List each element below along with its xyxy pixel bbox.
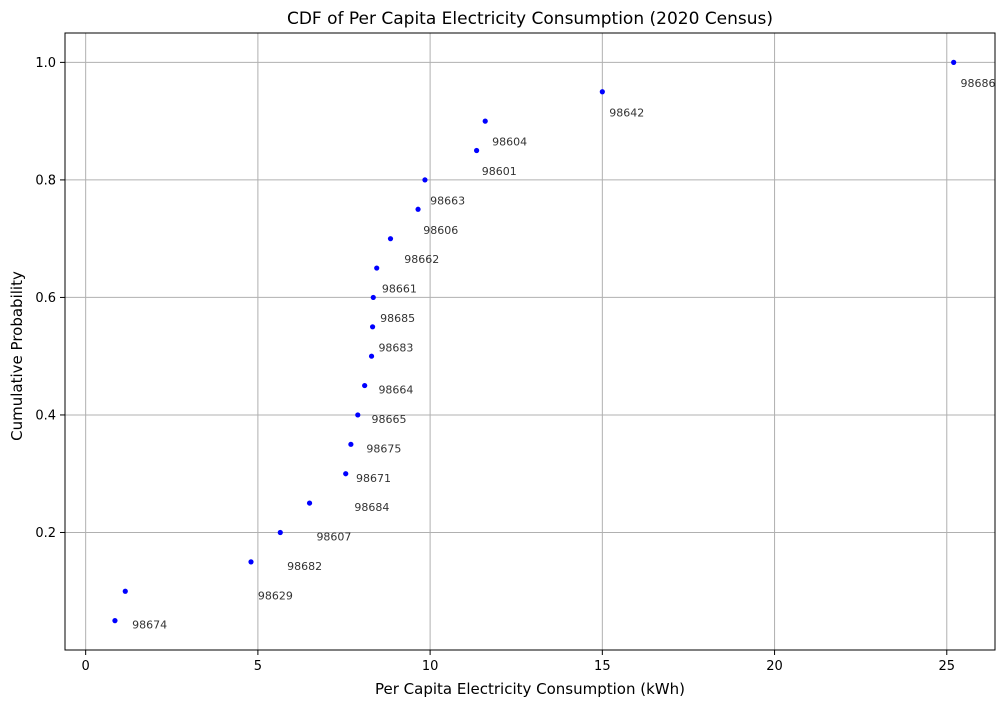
y-tick-label: 1.0 — [35, 56, 56, 71]
point-annotation: 98686 — [961, 77, 996, 90]
y-tick-label: 0.8 — [35, 173, 56, 188]
point-annotation: 98604 — [492, 136, 527, 149]
data-point — [306, 500, 313, 506]
data-point — [362, 382, 368, 389]
point-annotation: 98674 — [132, 619, 167, 632]
point-annotation: 98642 — [609, 106, 644, 119]
point-annotation: 98607 — [316, 531, 351, 544]
point-annotation: 98606 — [423, 224, 458, 237]
axis-ticks: 0 5 10 15 20 25 0.2 0.4 0.6 0.8 1.0 — [35, 56, 955, 674]
data-point — [370, 294, 376, 301]
data-point — [482, 118, 488, 124]
point-annotation: 98685 — [380, 312, 415, 325]
x-tick-label: 5 — [254, 659, 262, 674]
chart-title: CDF of Per Capita Electricity Consumptio… — [287, 9, 773, 29]
point-annotations: 98674 98629 98682 98607 98684 98671 98675 98665… — [132, 77, 995, 632]
point-annotation: 98675 — [366, 442, 401, 455]
point-annotation: 98661 — [382, 283, 417, 296]
point-annotation: 98629 — [258, 589, 293, 602]
data-point — [343, 471, 349, 477]
point-annotation: 98682 — [287, 560, 322, 573]
point-annotation: 98662 — [404, 253, 439, 266]
data-point — [112, 618, 118, 624]
x-tick-label: 20 — [766, 659, 783, 674]
point-annotation: 98664 — [378, 384, 413, 397]
data-point — [368, 353, 375, 359]
y-axis-label: Cumulative Probability — [8, 271, 26, 441]
point-annotation: 98665 — [372, 413, 407, 426]
x-tick-label: 10 — [422, 659, 439, 674]
x-tick-label: 15 — [594, 659, 611, 674]
data-point — [355, 412, 361, 418]
point-annotation: 98663 — [430, 194, 465, 207]
data-point — [599, 89, 605, 95]
y-tick-label: 0.2 — [35, 526, 56, 541]
data-points — [112, 59, 957, 624]
x-axis-label: Per Capita Electricity Consumption (kWh) — [375, 680, 685, 698]
grid-layer — [65, 33, 995, 650]
data-point — [122, 588, 128, 594]
point-annotation: 98684 — [354, 501, 389, 514]
point-annotation: 98671 — [356, 472, 391, 485]
y-tick-label: 0.6 — [35, 291, 56, 306]
data-point — [422, 177, 428, 183]
data-point — [374, 265, 380, 271]
data-point — [415, 206, 421, 212]
data-point — [474, 147, 480, 154]
y-tick-label: 0.4 — [35, 408, 56, 423]
data-point — [348, 441, 354, 447]
axes-frame — [64, 32, 996, 651]
plot-frame — [64, 32, 996, 651]
data-point — [248, 559, 254, 565]
data-point — [387, 236, 394, 242]
data-point — [277, 529, 283, 536]
x-tick-label: 0 — [82, 659, 90, 674]
data-point — [951, 59, 957, 65]
point-annotation: 98683 — [378, 341, 413, 354]
point-annotation: 98601 — [482, 165, 517, 178]
x-tick-label: 25 — [939, 659, 956, 674]
data-point — [369, 324, 376, 330]
